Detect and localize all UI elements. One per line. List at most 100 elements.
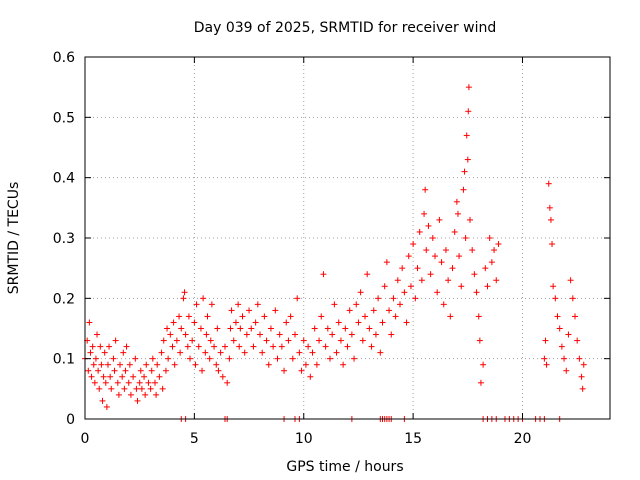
data-point bbox=[574, 337, 581, 344]
data-point bbox=[100, 373, 107, 380]
data-point bbox=[184, 343, 191, 350]
data-point bbox=[126, 361, 133, 368]
data-point bbox=[276, 331, 283, 338]
data-point bbox=[261, 313, 268, 320]
data-point bbox=[217, 349, 224, 356]
data-point bbox=[405, 253, 412, 260]
data-point bbox=[176, 313, 183, 320]
data-point bbox=[434, 289, 441, 296]
data-point bbox=[95, 367, 102, 374]
data-point bbox=[208, 301, 215, 308]
x-tick-label: 20 bbox=[514, 431, 532, 447]
data-point bbox=[272, 307, 279, 314]
data-point bbox=[156, 373, 163, 380]
data-point bbox=[491, 247, 498, 254]
data-point bbox=[298, 367, 305, 374]
data-point bbox=[119, 373, 126, 380]
x-tick-label: 0 bbox=[81, 431, 90, 447]
data-point bbox=[246, 307, 253, 314]
data-point bbox=[300, 337, 307, 344]
data-point bbox=[372, 331, 379, 338]
data-point bbox=[204, 313, 211, 320]
data-point bbox=[464, 156, 471, 163]
data-point bbox=[254, 301, 261, 308]
data-point bbox=[309, 349, 316, 356]
data-point bbox=[379, 319, 386, 326]
data-point bbox=[141, 373, 148, 380]
data-point bbox=[567, 277, 574, 284]
data-point bbox=[123, 343, 130, 350]
data-point bbox=[90, 361, 97, 368]
data-point bbox=[88, 373, 95, 380]
data-point bbox=[99, 397, 106, 404]
data-point bbox=[438, 259, 445, 266]
data-point bbox=[97, 343, 104, 350]
x-axis-label: GPS time / hours bbox=[286, 459, 403, 475]
data-point bbox=[465, 84, 472, 91]
data-point bbox=[462, 235, 469, 241]
data-point bbox=[160, 337, 167, 344]
data-point bbox=[230, 337, 237, 344]
data-point bbox=[401, 289, 408, 296]
data-point bbox=[134, 397, 141, 404]
data-point bbox=[164, 325, 171, 332]
data-point bbox=[112, 337, 119, 344]
y-tick-label: 0.5 bbox=[53, 110, 75, 126]
data-point bbox=[333, 349, 340, 356]
data-point bbox=[541, 355, 548, 362]
data-point bbox=[463, 132, 470, 139]
data-point bbox=[542, 337, 549, 344]
data-point bbox=[104, 361, 111, 368]
data-point bbox=[545, 180, 552, 187]
data-point bbox=[285, 337, 292, 344]
data-point bbox=[429, 235, 436, 241]
data-point bbox=[213, 361, 220, 368]
data-point bbox=[473, 289, 480, 296]
y-tick-label: 0.3 bbox=[53, 231, 75, 247]
data-point bbox=[296, 349, 303, 356]
data-point bbox=[556, 325, 563, 332]
data-point bbox=[241, 349, 248, 356]
data-point bbox=[122, 367, 129, 374]
data-point bbox=[98, 361, 105, 368]
data-point bbox=[388, 331, 395, 338]
data-point bbox=[87, 349, 94, 356]
data-point bbox=[136, 379, 143, 386]
data-point bbox=[318, 313, 325, 320]
data-point bbox=[482, 265, 489, 272]
data-point bbox=[414, 265, 421, 272]
data-point bbox=[322, 343, 329, 350]
data-point bbox=[476, 337, 483, 344]
data-point bbox=[252, 319, 259, 326]
data-point bbox=[461, 168, 468, 175]
y-tick-label: 0.1 bbox=[53, 352, 75, 368]
data-point bbox=[495, 241, 502, 248]
data-point bbox=[465, 108, 472, 115]
data-point bbox=[392, 313, 399, 320]
data-point bbox=[224, 379, 231, 386]
data-point bbox=[177, 349, 184, 356]
data-point bbox=[362, 313, 368, 320]
chart-title: Day 039 of 2025, SRMTID for receiver win… bbox=[194, 20, 497, 36]
data-point bbox=[130, 373, 137, 380]
data-point bbox=[226, 355, 233, 362]
x-tick-label: 10 bbox=[295, 431, 313, 447]
data-point bbox=[195, 343, 202, 350]
data-point bbox=[477, 379, 484, 386]
data-point bbox=[169, 343, 176, 350]
data-point bbox=[390, 295, 397, 302]
data-point bbox=[159, 385, 166, 392]
data-point bbox=[399, 265, 406, 272]
data-point bbox=[425, 222, 432, 229]
data-point bbox=[471, 271, 478, 278]
data-point bbox=[117, 361, 123, 368]
data-point bbox=[142, 391, 149, 398]
data-point bbox=[289, 355, 296, 362]
data-point bbox=[422, 186, 429, 193]
data-point bbox=[316, 337, 323, 344]
data-point bbox=[89, 343, 96, 350]
data-point bbox=[257, 331, 263, 338]
data-point bbox=[265, 361, 272, 368]
data-point bbox=[219, 373, 226, 380]
